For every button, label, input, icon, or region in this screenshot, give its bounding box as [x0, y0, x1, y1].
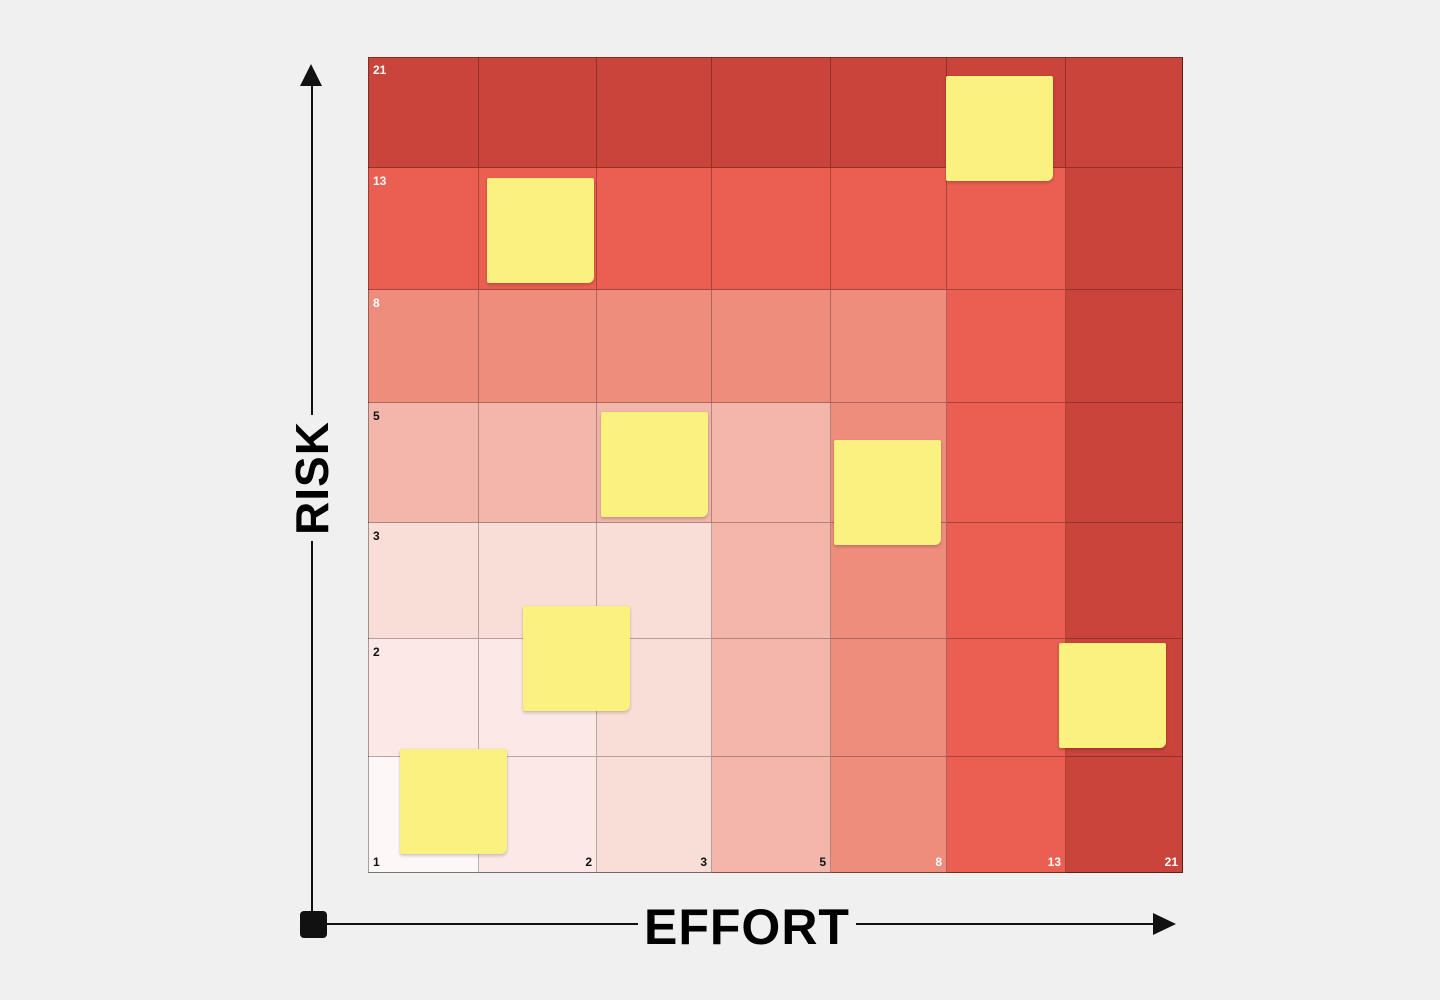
matrix-cell: [947, 168, 1066, 290]
matrix-cell: [1066, 57, 1183, 168]
risk-scale-label: 5: [373, 409, 380, 423]
matrix-cell: [712, 639, 831, 757]
matrix-cell: [479, 290, 597, 403]
matrix-cell: [597, 757, 712, 873]
matrix-cell: [368, 57, 479, 168]
y-axis-arrow-icon: [300, 64, 322, 86]
matrix-cell: [597, 168, 712, 290]
matrix-cell: [479, 403, 597, 523]
matrix-cell: [1066, 403, 1183, 523]
matrix-cell: [712, 168, 831, 290]
matrix-cell: [831, 290, 947, 403]
matrix-cell: [712, 403, 831, 523]
matrix-cell: [831, 639, 947, 757]
effort-scale-label: 3: [700, 855, 707, 869]
axis-origin-handle[interactable]: [300, 911, 327, 938]
matrix-cell: [947, 757, 1066, 873]
sticky-note[interactable]: [400, 749, 507, 854]
matrix-cell: [1066, 757, 1183, 873]
matrix-cell: [947, 639, 1066, 757]
matrix-cell: [368, 403, 479, 523]
risk-scale-label: 8: [373, 296, 380, 310]
effort-scale-label: 8: [935, 855, 942, 869]
risk-scale-label: 21: [373, 63, 387, 77]
matrix-cell: [1066, 523, 1183, 639]
effort-scale-label: 13: [1047, 855, 1061, 869]
risk-scale-label: 1: [373, 855, 380, 869]
matrix-cell: [597, 290, 712, 403]
matrix-cell: [947, 403, 1066, 523]
matrix-cell: [368, 523, 479, 639]
matrix-cell: [368, 290, 479, 403]
sticky-note[interactable]: [601, 412, 708, 517]
sticky-note[interactable]: [946, 76, 1053, 181]
risk-scale-label: 13: [373, 174, 387, 188]
matrix-cell: [712, 57, 831, 168]
effort-scale-label: 2: [585, 855, 592, 869]
risk-scale-label: 3: [373, 529, 380, 543]
effort-scale-label: 21: [1164, 855, 1178, 869]
sticky-note[interactable]: [834, 440, 941, 545]
matrix-cell: [1066, 290, 1183, 403]
x-axis-title: EFFORT: [638, 902, 856, 952]
matrix-cell: [597, 57, 712, 168]
effort-scale-label: 5: [819, 855, 826, 869]
matrix-cell: [712, 523, 831, 639]
matrix-cell: [712, 757, 831, 873]
matrix-cell: [712, 290, 831, 403]
matrix-cell: [368, 639, 479, 757]
sticky-note[interactable]: [487, 178, 594, 283]
matrix-cell: [368, 168, 479, 290]
sticky-note[interactable]: [1059, 643, 1166, 748]
risk-scale-label: 2: [373, 645, 380, 659]
sticky-note[interactable]: [523, 606, 630, 711]
matrix-cell: [479, 57, 597, 168]
matrix-cell: [831, 57, 947, 168]
matrix-cell: [947, 290, 1066, 403]
matrix-cell: [831, 757, 947, 873]
matrix-cell: [831, 168, 947, 290]
y-axis-title: RISK: [286, 415, 338, 541]
matrix-cell: [947, 523, 1066, 639]
x-axis-arrow-icon: [1153, 913, 1176, 935]
matrix-cell: [1066, 168, 1183, 290]
